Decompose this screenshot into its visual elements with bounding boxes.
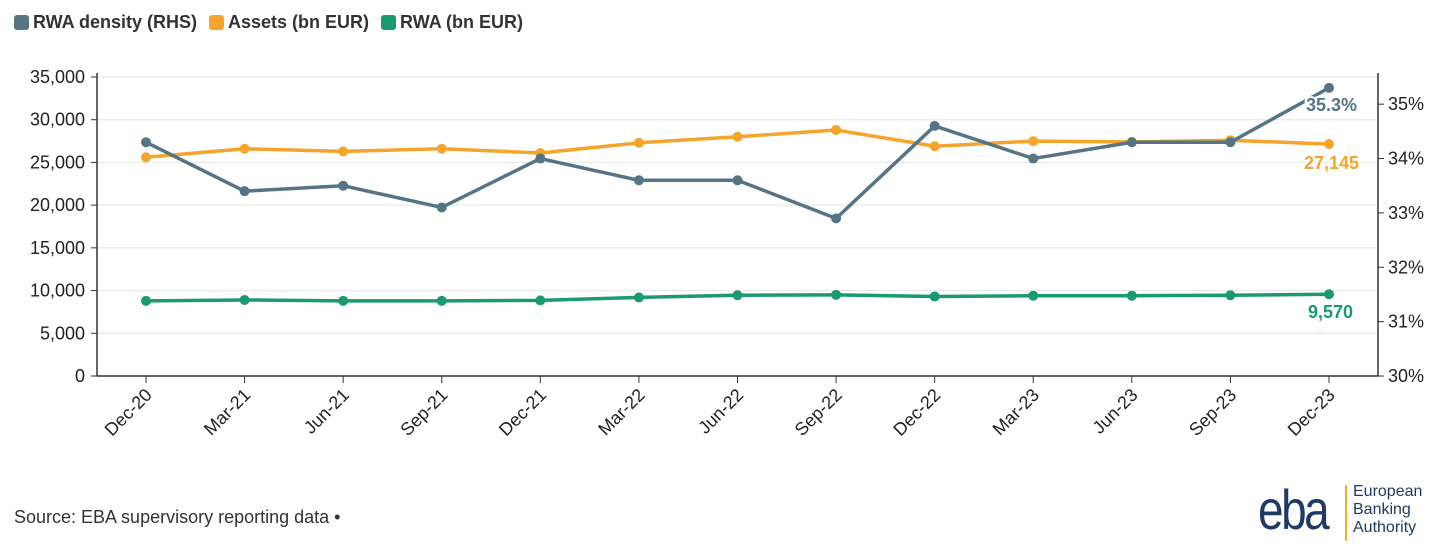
right-axis-tick-label: 34% (1388, 149, 1424, 169)
data-point-rwa-density (732, 175, 743, 186)
left-axis-tick-label: 25,000 (30, 152, 85, 172)
series-line-rwa-density (145, 86, 1330, 221)
logo-text: European Banking Authority (1353, 483, 1422, 537)
source-note: Source: EBA supervisory reporting data • (14, 507, 341, 527)
right-axis-tick-label: 33% (1388, 203, 1424, 223)
data-point-rwa (141, 295, 151, 306)
data-point-rwa (1324, 289, 1334, 300)
data-point-assets (732, 131, 743, 142)
right-axis-tick-label: 30% (1388, 366, 1424, 386)
x-axis-tick-label: Dec-22 (889, 385, 944, 440)
left-axis-tick-label: 35,000 (30, 67, 85, 87)
data-point-rwa (338, 295, 349, 306)
x-axis-tick-label: Sep-21 (396, 385, 451, 440)
legend-swatch-rwa-density (14, 15, 29, 30)
data-point-rwa (239, 294, 250, 305)
end-label-rwa: 9,570 (1308, 302, 1353, 322)
data-point-rwa (929, 291, 940, 302)
right-axis-tick-label: 35% (1388, 94, 1424, 114)
x-axis-tick-label: Dec-20 (101, 385, 156, 440)
legend-swatch-rwa (381, 15, 397, 30)
x-axis-tick-label: Dec-23 (1284, 385, 1339, 440)
x-axis-tick-label: Jun-23 (1089, 385, 1142, 438)
x-axis-tick-label: Jun-21 (300, 385, 353, 438)
data-point-assets (633, 137, 644, 148)
data-point-assets (141, 152, 151, 163)
logo-line-2: Banking (1353, 501, 1411, 518)
left-axis-tick-label: 20,000 (30, 195, 85, 215)
data-point-rwa-density (633, 175, 644, 186)
left-axis-tick-label: 0 (75, 366, 85, 386)
legend-label-rwa: RWA (bn EUR) (400, 12, 524, 32)
x-axis-tick-label: Mar-22 (594, 385, 648, 439)
data-point-rwa-density (141, 137, 151, 148)
legend-item-rwa[interactable]: RWA (bn EUR) (381, 12, 523, 33)
data-point-rwa-density (436, 202, 447, 213)
data-point-assets (338, 146, 349, 157)
data-point-rwa-density (1126, 137, 1137, 148)
legend-item-assets[interactable]: Assets (bn EUR) (209, 12, 369, 33)
data-point-rwa (633, 292, 644, 303)
logo-divider (1345, 485, 1347, 541)
data-point-rwa-density (831, 213, 842, 224)
x-axis-tick-label: Jun-22 (694, 385, 747, 438)
right-axis-tick-label: 31% (1388, 312, 1424, 332)
line-chart: 0 5,000 10,000 15,000 20,000 25,000 30,000 35,0… (30, 67, 1424, 440)
data-point-assets (831, 124, 842, 135)
left-axis-tick-label: 10,000 (30, 281, 85, 301)
data-point-rwa-density (1028, 153, 1039, 164)
legend-label-assets: Assets (bn EUR) (228, 12, 370, 32)
legend-label-rwa-density: RWA density (RHS) (33, 12, 198, 32)
left-axis-tick-label: 15,000 (30, 238, 85, 258)
end-label-assets: 27,145 (1304, 153, 1359, 173)
right-axis-tick-label: 32% (1388, 257, 1424, 277)
legend-item-rwa-density[interactable]: RWA density (RHS) (14, 12, 197, 33)
data-point-rwa-density (1225, 137, 1236, 148)
data-point-rwa (732, 290, 743, 301)
logo-line-1: European (1353, 483, 1423, 500)
legend-swatch-assets (209, 15, 225, 30)
eba-logo: eba European Banking Authority (1258, 478, 1438, 543)
left-axis-tick-label: 5,000 (40, 323, 85, 343)
data-point-rwa (535, 295, 546, 306)
x-axis-tick-label: Dec-21 (495, 385, 550, 440)
data-point-rwa-density (338, 180, 349, 191)
x-axis-tick-label: Mar-23 (989, 385, 1043, 439)
data-point-rwa-density (239, 186, 250, 197)
data-point-assets (1028, 136, 1039, 147)
legend: RWA density (RHS) Assets (bn EUR) RWA (b… (14, 12, 523, 33)
data-point-rwa (436, 295, 447, 306)
data-point-rwa-density (535, 153, 546, 164)
x-axis-tick-label: Sep-23 (1185, 385, 1240, 440)
data-point-rwa (1028, 290, 1039, 301)
data-point-assets (929, 141, 940, 152)
x-axis-tick-label: Sep-22 (791, 385, 846, 440)
data-point-rwa (1126, 290, 1137, 301)
data-point-rwa-density (1324, 82, 1334, 93)
logo-line-3: Authority (1353, 519, 1417, 536)
data-point-rwa (831, 289, 842, 300)
left-axis-tick-label: 30,000 (30, 110, 85, 130)
end-label-rwa-density: 35.3% (1306, 95, 1357, 115)
data-point-assets (436, 143, 447, 154)
x-axis-tick-label: Mar-21 (200, 385, 254, 439)
data-point-assets (1324, 139, 1334, 150)
logo-wordmark: eba (1258, 478, 1330, 541)
data-point-rwa (1225, 290, 1236, 301)
data-point-assets (239, 143, 250, 154)
data-point-rwa-density (929, 120, 940, 131)
